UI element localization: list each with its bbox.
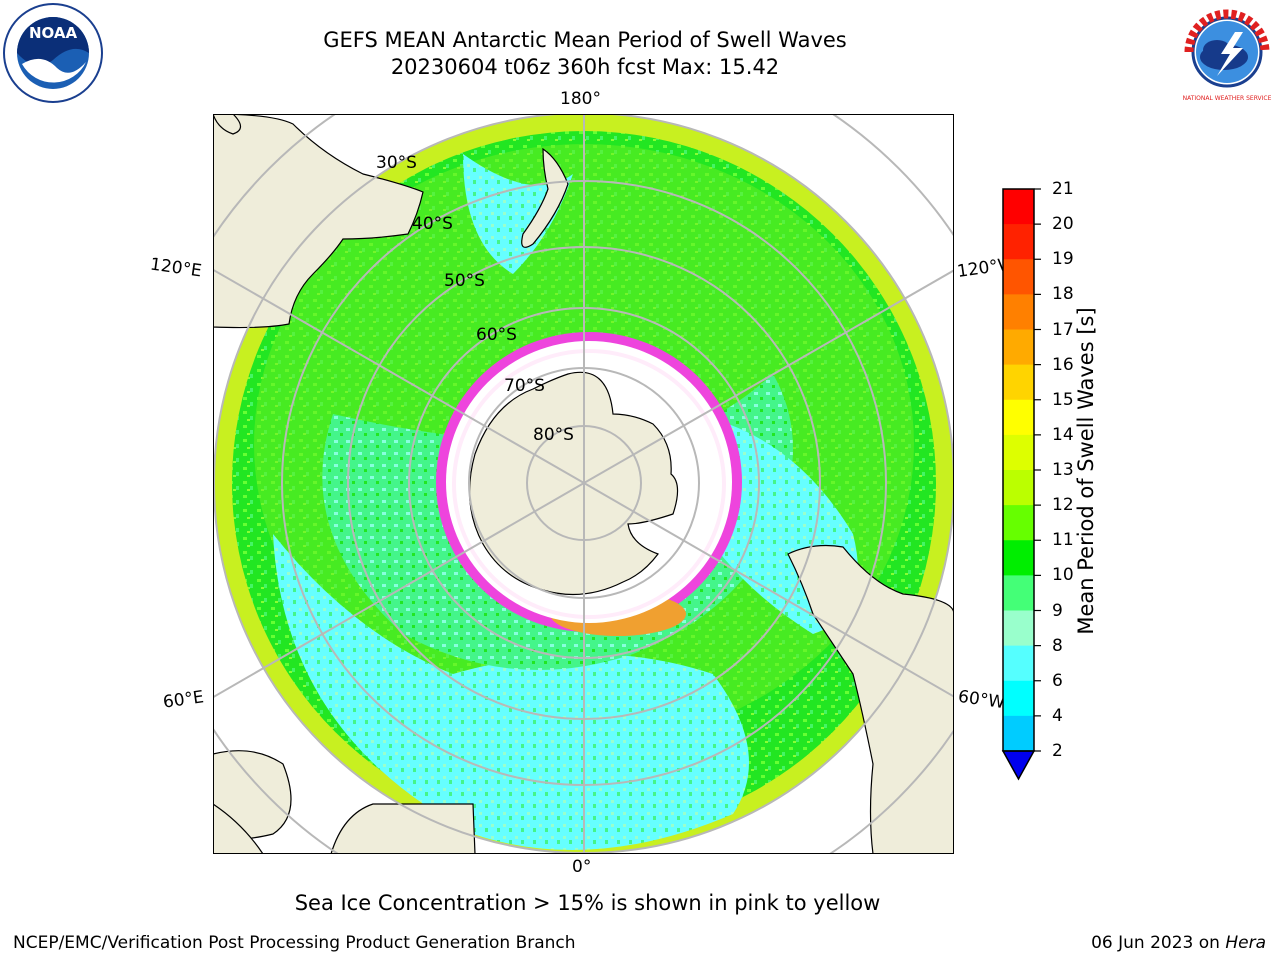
colorbar-block (1003, 399, 1034, 436)
noaa-logo-icon: NOAA (3, 3, 103, 103)
colorbar-block (1003, 470, 1034, 506)
lat-label-60s: 60°S (476, 325, 517, 345)
colorbar-tick-label: 8 (1052, 635, 1063, 656)
colorbar-tick-label: 10 (1052, 565, 1074, 586)
colorbar-block (1003, 540, 1034, 576)
lon-label-60w: 60°W (956, 686, 1007, 714)
colorbar-block (1003, 364, 1034, 401)
colorbar-tick-label: 14 (1052, 424, 1074, 445)
lon-label-0: 0° (572, 857, 592, 877)
colorbar-block (1003, 645, 1034, 682)
colorbar-tick-label: 2 (1052, 741, 1063, 761)
colorbar-block (1003, 329, 1034, 366)
colorbar-extension (1001, 750, 1036, 781)
colorbar-tick-label: 6 (1052, 670, 1063, 691)
lat-label-40s: 40°S (412, 214, 453, 234)
colorbar-block (1003, 680, 1034, 717)
colorbar-tick-label: 20 (1052, 214, 1074, 235)
colorbar (1001, 188, 1041, 781)
credit-date: 06 Jun 2023 on Hera (1091, 933, 1266, 953)
colorbar-tick-label: 19 (1052, 249, 1074, 270)
colorbar-block (1003, 294, 1034, 330)
lat-label-80s: 80°S (533, 425, 574, 445)
colorbar-block (1003, 224, 1034, 260)
colorbar-tick-label: 12 (1052, 495, 1074, 516)
lon-label-60e: 60°E (161, 687, 206, 713)
lon-label-180: 180° (560, 89, 601, 109)
colorbar-block (1003, 610, 1034, 647)
antarctica-landmass (468, 371, 679, 596)
svg-text:NATIONAL WEATHER SERVICE: NATIONAL WEATHER SERVICE (1183, 95, 1272, 102)
land-masses (213, 114, 954, 854)
credit-branch: NCEP/EMC/Verification Post Processing Pr… (13, 933, 576, 953)
colorbar-tick-label: 16 (1052, 354, 1074, 375)
lat-label-70s: 70°S (504, 376, 545, 396)
colorbar-tick-label: 9 (1052, 600, 1063, 621)
credit-host: Hera (1225, 933, 1266, 953)
colorbar-block (1003, 434, 1034, 471)
colorbar-block (1003, 575, 1034, 611)
colorbar-tick-label: 13 (1052, 460, 1074, 480)
colorbar-tick-label: 15 (1052, 389, 1074, 410)
meridians (213, 114, 954, 854)
colorbar-tick-label: 21 (1052, 179, 1074, 199)
lat-label-50s: 50°S (444, 271, 485, 291)
colorbar-block (1003, 505, 1034, 541)
colorbar-block (1003, 715, 1034, 752)
nws-logo-icon: NATIONAL WEATHER SERVICE (1179, 4, 1275, 102)
colorbar-tick-label: 18 (1052, 284, 1074, 305)
sea-ice-note: Sea Ice Concentration > 15% is shown in … (294, 891, 881, 915)
svg-text:NOAA: NOAA (29, 24, 78, 42)
colorbar-tick-label: 11 (1052, 530, 1074, 551)
lat-label-30s: 30°S (376, 153, 417, 173)
chart-title: GEFS MEAN Antarctic Mean Period of Swell… (323, 28, 847, 52)
polar-map (213, 114, 954, 854)
colorbar-block (1003, 259, 1034, 295)
colorbar-tick-label: 4 (1052, 705, 1063, 726)
colorbar-tick-label: 17 (1052, 319, 1074, 340)
colorbar-block (1003, 189, 1034, 225)
chart-subtitle: 20230604 t06z 360h fcst Max: 15.42 (390, 55, 780, 79)
lon-label-120e: 120°E (148, 254, 203, 282)
